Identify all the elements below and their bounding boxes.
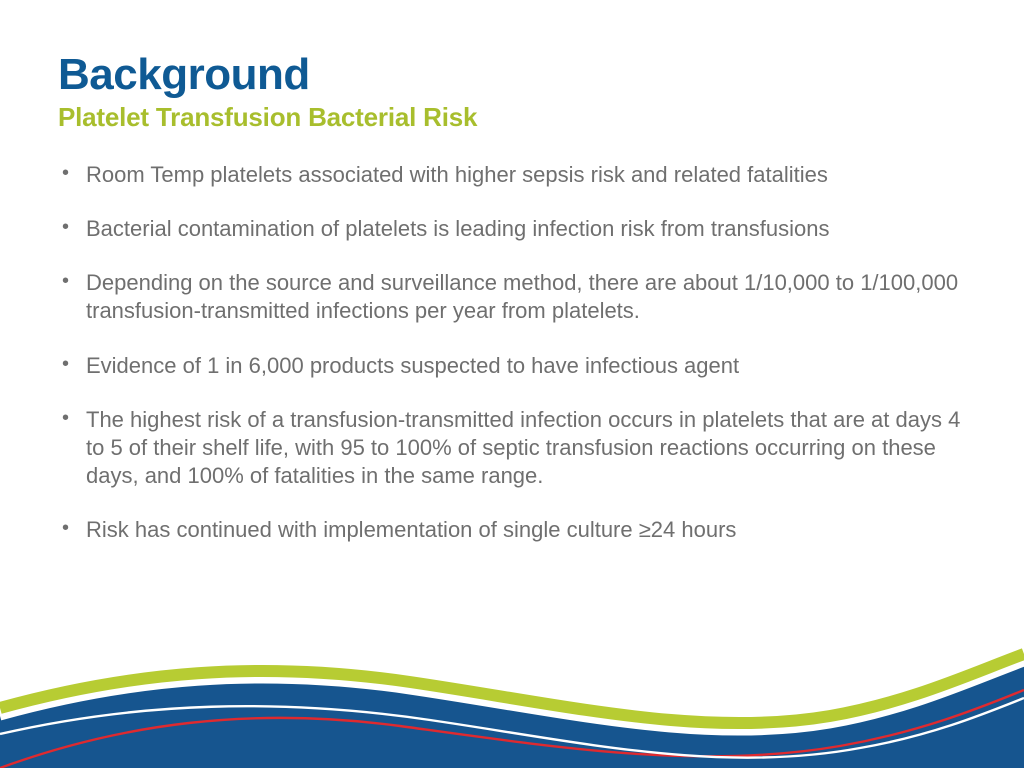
list-item: The highest risk of a transfusion-transm… xyxy=(58,406,966,490)
wave-footer-icon xyxy=(0,628,1024,768)
slide-subtitle: Platelet Transfusion Bacterial Risk xyxy=(58,102,966,133)
list-item: Depending on the source and surveillance… xyxy=(58,269,966,325)
wave-blue xyxy=(0,662,1024,768)
bullet-list: Room Temp platelets associated with high… xyxy=(58,161,966,544)
slide-title: Background xyxy=(58,50,966,100)
list-item: Bacterial contamination of platelets is … xyxy=(58,215,966,243)
wave-white-line xyxy=(0,698,1024,758)
list-item: Room Temp platelets associated with high… xyxy=(58,161,966,189)
list-item: Risk has continued with implementation o… xyxy=(58,516,966,544)
wave-red-line xyxy=(0,690,1024,768)
list-item: Evidence of 1 in 6,000 products suspecte… xyxy=(58,352,966,380)
wave-lime xyxy=(0,654,1024,723)
wave-white-gap xyxy=(0,662,1024,731)
slide: Background Platelet Transfusion Bacteria… xyxy=(0,0,1024,768)
